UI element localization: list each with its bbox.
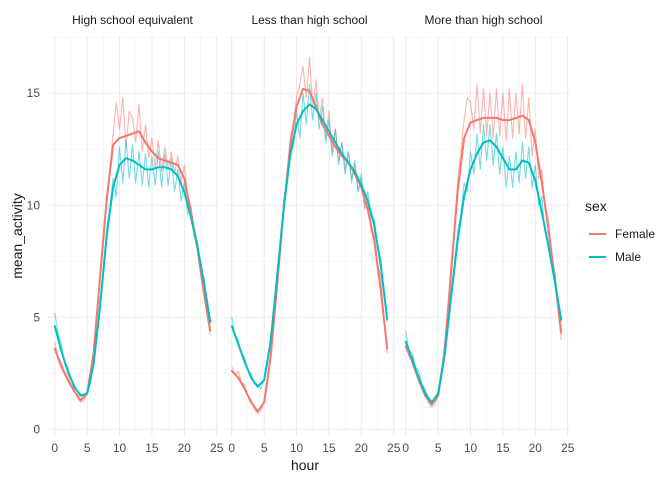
y-tick-label: 10 bbox=[27, 198, 41, 212]
smooth-line-male bbox=[230, 103, 389, 388]
x-tick-label: 25 bbox=[210, 441, 224, 455]
x-tick-label: 10 bbox=[290, 441, 304, 455]
y-tick-label: 5 bbox=[33, 310, 40, 324]
x-tick-label: 25 bbox=[387, 441, 401, 455]
smooth-line-male bbox=[404, 139, 563, 404]
x-axis-title: hour bbox=[291, 457, 319, 473]
x-tick-label: 0 bbox=[402, 441, 409, 455]
y-tick-label: 15 bbox=[27, 86, 41, 100]
x-tick-label: 10 bbox=[113, 441, 127, 455]
legend-title: sex bbox=[585, 198, 607, 214]
legend-label-male: Male bbox=[615, 250, 641, 264]
facet-label: More than high school bbox=[424, 13, 542, 27]
x-tick-label: 20 bbox=[178, 441, 192, 455]
x-tick-label: 20 bbox=[355, 441, 369, 455]
raw-line-female bbox=[405, 83, 562, 408]
x-tick-label: 5 bbox=[84, 441, 91, 455]
x-tick-label: 20 bbox=[529, 441, 543, 455]
raw-line-male bbox=[231, 83, 388, 390]
y-tick-label: 0 bbox=[33, 422, 40, 436]
x-tick-label: 10 bbox=[464, 441, 478, 455]
raw-line-female bbox=[54, 97, 211, 403]
smooth-line-female bbox=[404, 114, 563, 406]
y-axis-title: mean_activity bbox=[9, 193, 25, 279]
raw-line-female bbox=[231, 56, 388, 415]
x-tick-label: 25 bbox=[561, 441, 575, 455]
x-tick-label: 0 bbox=[51, 441, 58, 455]
legend-label-female: Female bbox=[615, 227, 655, 241]
smooth-line-male bbox=[53, 157, 212, 397]
x-tick-label: 15 bbox=[496, 441, 510, 455]
x-tick-label: 5 bbox=[261, 441, 268, 455]
raw-line-male bbox=[54, 139, 211, 399]
smooth-line-female bbox=[230, 87, 389, 413]
x-tick-label: 0 bbox=[228, 441, 235, 455]
smooth-line-female bbox=[53, 130, 212, 402]
x-tick-label: 15 bbox=[322, 441, 336, 455]
facet-label: High school equivalent bbox=[72, 13, 193, 27]
x-tick-label: 15 bbox=[145, 441, 159, 455]
legend: sex Female Male bbox=[585, 198, 655, 264]
x-tick-label: 5 bbox=[435, 441, 442, 455]
facet-label: Less than high school bbox=[251, 13, 367, 27]
